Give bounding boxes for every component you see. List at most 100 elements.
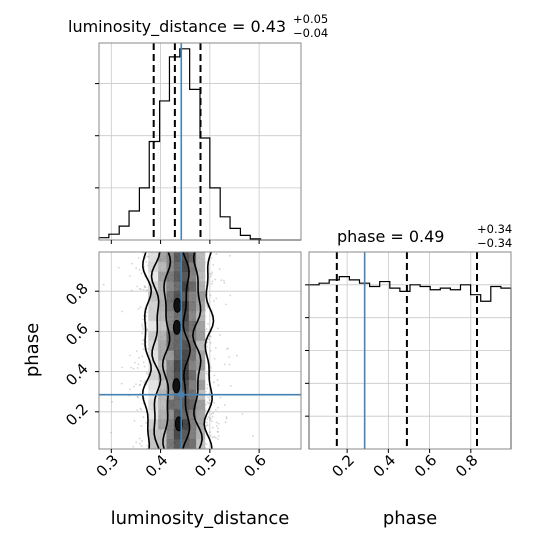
scatter-point [209, 349, 212, 352]
scatter-point [223, 281, 226, 284]
density-cell [181, 409, 189, 420]
density-cell [158, 380, 167, 391]
scatter-point [131, 262, 134, 265]
scatter-point [226, 348, 228, 351]
x-axis-luminosity-distance-tick-label: 0.3 [93, 451, 123, 481]
scatter-point [135, 383, 137, 386]
scatter-point [210, 257, 213, 259]
scatter-point [208, 335, 211, 337]
scatter-point [146, 255, 149, 258]
scatter-point [144, 286, 146, 288]
scatter-point [235, 354, 238, 357]
title-phase-main: phase = 0.49 [337, 227, 444, 246]
scatter-point [141, 355, 144, 358]
scatter-point [215, 253, 218, 255]
scatter-point [140, 425, 143, 427]
density-cell [188, 340, 197, 351]
scatter-point [212, 381, 215, 384]
density-cell [158, 311, 167, 322]
scatter-point [141, 323, 143, 326]
density-cell [188, 429, 197, 440]
scatter-point [209, 341, 212, 344]
scatter-point [213, 374, 216, 377]
density-cell [181, 291, 189, 302]
scatter-point [205, 372, 208, 375]
density-cell [158, 252, 167, 263]
scatter-point [121, 366, 123, 369]
contour-line [182, 252, 191, 449]
density-cell [181, 429, 189, 440]
scatter-point [206, 387, 208, 390]
scatter-point [215, 408, 217, 411]
x-axis-phase-tick-label: 0.4 [370, 451, 400, 481]
scatter-point [217, 406, 219, 409]
scatter-point [209, 369, 212, 372]
scatter-point [129, 274, 131, 277]
scatter-point [136, 395, 139, 398]
scatter-point [224, 421, 227, 423]
scatter-point [213, 401, 216, 404]
scatter-point [136, 409, 139, 412]
density-cell [173, 370, 182, 381]
scatter-point [209, 272, 212, 275]
density-cell [158, 271, 167, 282]
density-cell [148, 429, 159, 440]
scatter-point [136, 367, 139, 369]
scatter-point [220, 279, 223, 282]
scatter-point [141, 440, 144, 442]
scatter-point [223, 363, 226, 366]
scatter-point [205, 328, 208, 330]
density-cell [181, 301, 189, 312]
density-cell [148, 271, 159, 282]
scatter-point [217, 427, 220, 430]
title-phase: phase = 0.49 +0.34 −0.34 [337, 222, 512, 250]
scatter-point [206, 383, 209, 386]
density-cell [166, 350, 175, 361]
density-cell [158, 350, 167, 361]
density-cell [148, 399, 159, 410]
scatter-point [139, 288, 142, 291]
scatter-point [135, 350, 138, 353]
scatter-point [143, 381, 145, 384]
density-cell [196, 370, 206, 381]
density-cell [158, 330, 167, 341]
scatter-point [215, 425, 218, 427]
scatter-point [209, 431, 211, 434]
scatter-point [205, 424, 208, 427]
scatter-point [229, 385, 232, 387]
density-cell [166, 380, 175, 391]
scatter-point [211, 415, 214, 418]
density-cell [148, 409, 159, 420]
y-axis-phase-tick-label: 0.4 [62, 360, 92, 390]
scatter-point [251, 435, 254, 438]
scatter-point [145, 421, 148, 424]
contour-line [150, 252, 162, 449]
scatter-point [207, 402, 210, 405]
scatter-point [138, 287, 141, 290]
scatter-point [210, 367, 212, 369]
scatter-point [138, 384, 141, 387]
title-luminosity-distance-main: luminosity_distance = 0.43 [68, 17, 286, 37]
density-cell [173, 271, 182, 282]
scatter-point [229, 294, 232, 297]
scatter-point [206, 341, 209, 343]
scatter-point [139, 442, 141, 445]
density-cell [166, 409, 175, 420]
scatter-point [132, 445, 135, 448]
histogram-phase [308, 276, 512, 449]
density-cell [158, 281, 167, 292]
scatter-point [137, 363, 140, 366]
x-axis-label-phase: phase [383, 508, 437, 529]
density-cell [173, 281, 182, 292]
scatter-point [136, 285, 139, 288]
scatter-point [216, 430, 219, 433]
scatter-point [207, 396, 209, 399]
scatter-point [210, 282, 213, 285]
scatter-point [143, 365, 146, 368]
scatter-point [138, 268, 141, 271]
density-cell [166, 281, 175, 292]
scatter-point [140, 272, 143, 275]
scatter-point [217, 422, 220, 425]
scatter-point [132, 367, 135, 370]
scatter-point [213, 435, 216, 438]
